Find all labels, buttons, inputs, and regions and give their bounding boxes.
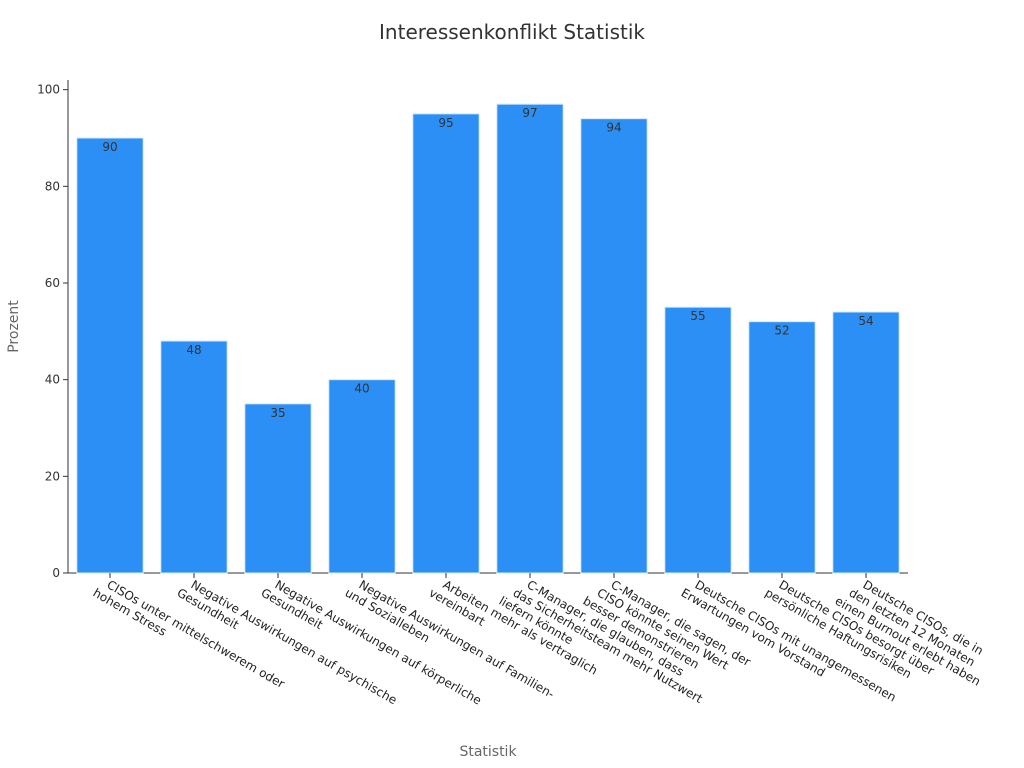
bar [580,118,648,574]
bar [664,306,732,574]
y-axis-label: Prozent [6,300,22,353]
data-label: 40 [354,382,369,396]
data-label: 94 [606,121,621,135]
y-tick-label: 0 [52,566,60,580]
x-axis-label: Statistik [459,744,517,760]
y-tick-label: 60 [45,276,60,290]
data-label: 95 [438,116,453,130]
bar [328,379,396,574]
data-label: 48 [186,343,201,357]
bar [76,137,144,574]
data-label: 55 [690,309,705,323]
data-label: 35 [270,406,285,420]
data-label: 97 [522,106,537,120]
data-label: 52 [774,324,789,338]
bar [244,403,312,574]
bar [160,340,228,574]
data-label: 90 [102,140,117,154]
y-tick-label: 80 [45,179,60,193]
y-tick-label: 100 [37,83,60,97]
chart-title: Interessenkonflikt Statistik [379,20,645,44]
bar [412,113,480,574]
data-label: 54 [858,314,873,328]
bar [748,321,816,574]
y-tick-label: 40 [45,373,60,387]
y-tick-label: 20 [45,469,60,483]
bar [832,311,900,574]
bar [496,103,564,574]
